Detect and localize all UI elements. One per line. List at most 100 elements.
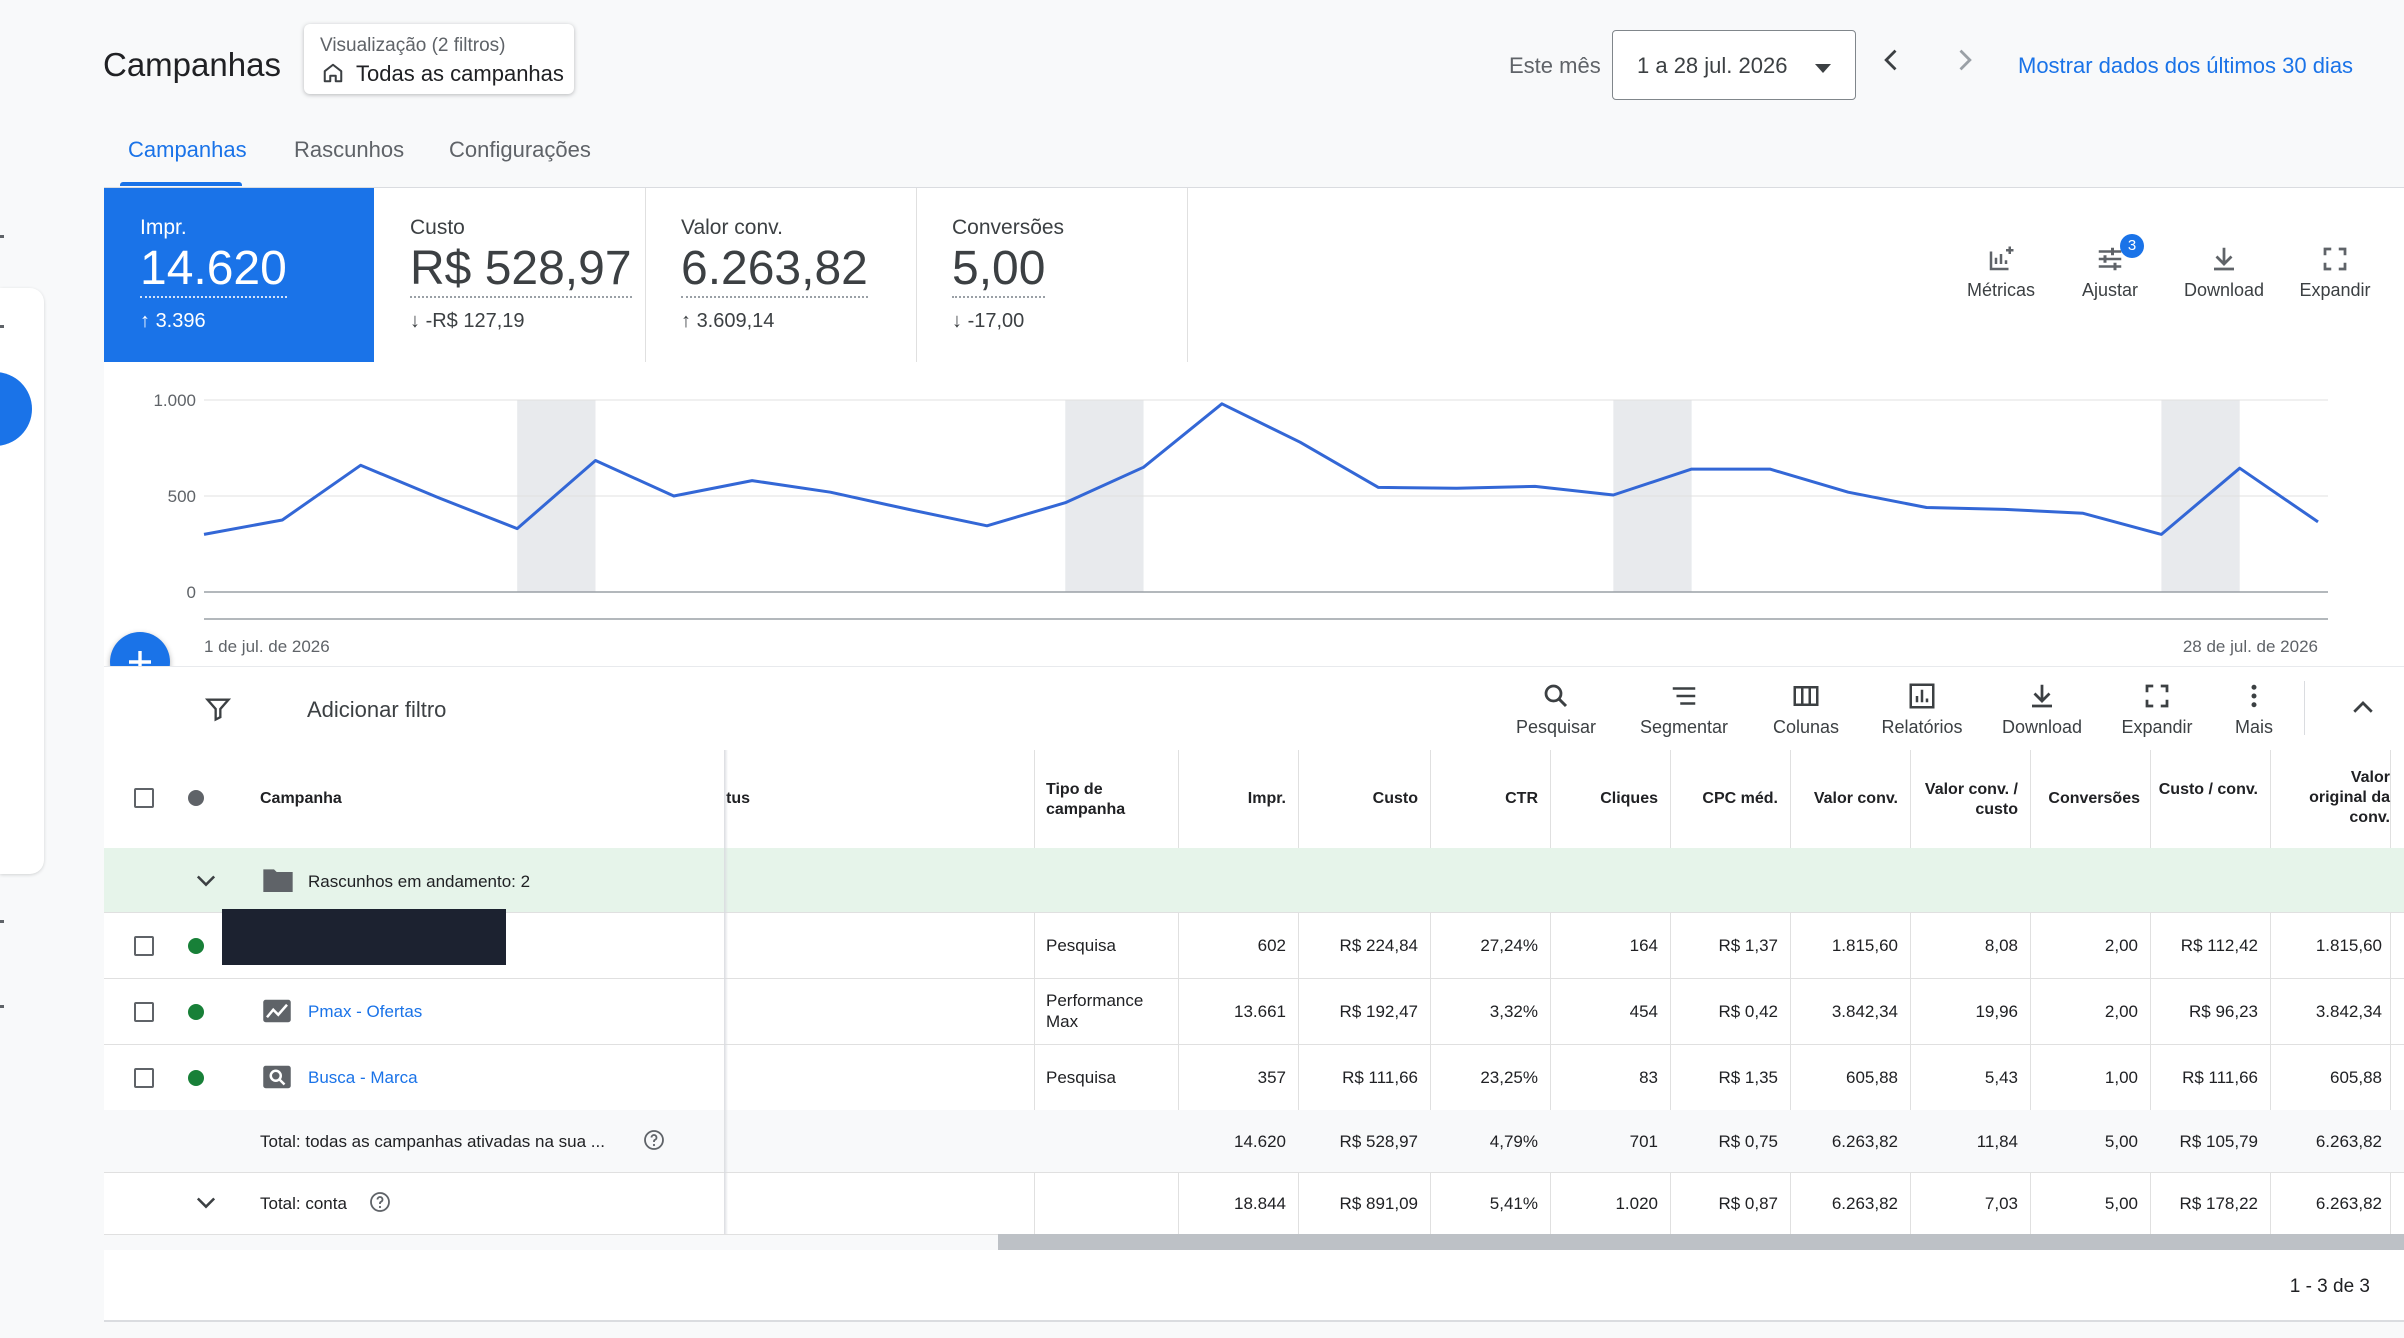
conversions-cell: 5,00 xyxy=(2104,1194,2138,1213)
metric-delta: ↓ -17,00 xyxy=(952,310,1024,333)
chevron-down-icon[interactable] xyxy=(192,866,220,899)
ctr-cell: 4,79% xyxy=(1489,1132,1538,1151)
next-period-button[interactable] xyxy=(1950,46,1978,79)
dropdown-arrow-icon xyxy=(1815,61,1831,79)
status-enabled-dot[interactable] xyxy=(188,938,204,954)
tab-campanhas[interactable]: Campanhas xyxy=(128,137,247,162)
column-divider xyxy=(2030,750,2031,1234)
column-divider xyxy=(1790,750,1791,1234)
adjust-button[interactable]: Ajustar 3 xyxy=(2070,234,2150,301)
horizontal-scrollbar[interactable] xyxy=(998,1234,2404,1250)
status-enabled-dot[interactable] xyxy=(188,1070,204,1086)
metric-value: 5,00 xyxy=(952,242,1046,298)
campaign-name-link[interactable]: Pmax - Ofertas xyxy=(308,1002,423,1021)
header-campaign[interactable]: Campanha xyxy=(260,790,342,807)
tune-icon xyxy=(2098,247,2122,271)
drafts-group-row[interactable]: Rascunhos em andamento: 2 xyxy=(104,848,2404,913)
column-divider xyxy=(1298,750,1299,1234)
select-all-checkbox[interactable] xyxy=(134,788,154,808)
date-range-picker[interactable]: 1 a 28 jul. 2026 xyxy=(1612,30,1856,100)
metric-name: Valor conv. xyxy=(681,216,783,239)
tab-configuracoes[interactable]: Configurações xyxy=(449,137,591,162)
table-download-button[interactable]: Download xyxy=(1992,681,2092,738)
metric-card-impressions[interactable]: Impr. 14.620 ↑ 3.396 xyxy=(104,188,374,362)
row-checkbox[interactable] xyxy=(134,936,154,956)
arrow-up-icon: ↑ xyxy=(681,310,697,332)
row-checkbox[interactable] xyxy=(134,1002,154,1022)
fullscreen-icon xyxy=(2145,684,2169,708)
clicks-cell: 164 xyxy=(1629,936,1658,955)
header-conv-value-per-cost[interactable]: Valor conv. / custo xyxy=(1910,780,2018,820)
header-impressions[interactable]: Impr. xyxy=(1247,790,1286,807)
clicks-cell: 701 xyxy=(1629,1132,1658,1151)
columns-button[interactable]: Colunas xyxy=(1766,681,1846,738)
toolbar-divider xyxy=(2304,681,2305,735)
rail-marker xyxy=(0,1005,4,1008)
header-cost-per-conv[interactable]: Custo / conv. xyxy=(2150,780,2258,800)
help-icon[interactable] xyxy=(642,1128,666,1157)
download-icon xyxy=(2214,247,2234,271)
tool-label: Expandir xyxy=(2121,717,2193,737)
row-checkbox[interactable] xyxy=(134,1068,154,1088)
add-filter-button[interactable]: Adicionar filtro xyxy=(307,697,447,722)
reports-button[interactable]: Relatórios xyxy=(1872,681,1972,738)
total-account-row: Total: conta 18.844 R$ 891,09 5,41% 1.02… xyxy=(104,1172,2404,1235)
metric-card-conversions[interactable]: Conversões 5,00 ↓ -17,00 xyxy=(916,188,1188,362)
date-range-value: 1 a 28 jul. 2026 xyxy=(1637,53,1788,78)
arrow-down-icon: ↓ xyxy=(952,310,968,332)
help-icon[interactable] xyxy=(368,1190,392,1219)
search-button[interactable]: Pesquisar xyxy=(1508,681,1604,738)
folder-icon xyxy=(262,866,294,899)
chevron-left-icon xyxy=(1884,49,1897,71)
metric-card-cost[interactable]: Custo R$ 528,97 ↓ -R$ 127,19 xyxy=(374,188,646,362)
show-last-30-days-link[interactable]: Mostrar dados dos últimos 30 dias xyxy=(2018,53,2354,78)
status-filter-dot[interactable] xyxy=(188,790,204,806)
total-active-label: Total: todas as campanhas ativadas na su… xyxy=(260,1132,605,1151)
collapse-chart-button[interactable] xyxy=(2348,693,2378,728)
campaign-name-link[interactable]: Busca - Marca xyxy=(308,1068,418,1087)
arrow-down-icon: ↓ xyxy=(410,310,426,332)
more-button[interactable]: Mais xyxy=(2224,681,2284,738)
date-preset-label: Este mês xyxy=(1509,53,1601,78)
cost-cell: R$ 111,66 xyxy=(1342,1068,1418,1087)
tool-label: Ajustar xyxy=(2081,280,2139,300)
cost-per-conv-cell: R$ 178,22 xyxy=(2179,1194,2258,1213)
ctr-cell: 5,41% xyxy=(1489,1194,1538,1213)
column-divider xyxy=(2390,750,2391,1234)
metric-card-conv-value[interactable]: Valor conv. 6.263,82 ↑ 3.609,14 xyxy=(645,188,917,362)
header-ctr[interactable]: CTR xyxy=(1505,790,1538,807)
home-icon xyxy=(322,62,344,89)
chevron-up-icon xyxy=(2353,701,2373,713)
header-original-conv-value[interactable]: Valor original da conv. xyxy=(2290,768,2390,828)
table-expand-button[interactable]: Expandir xyxy=(2110,681,2204,738)
header-clicks[interactable]: Cliques xyxy=(1600,790,1658,807)
metric-value: 14.620 xyxy=(140,242,287,298)
tab-rascunhos[interactable]: Rascunhos xyxy=(294,137,405,162)
header-status[interactable]: tus xyxy=(726,790,750,807)
tool-label: Relatórios xyxy=(1881,717,1963,737)
chevron-down-icon[interactable] xyxy=(192,1188,220,1221)
header-avg-cpc[interactable]: CPC méd. xyxy=(1702,790,1778,807)
view-selector[interactable]: Visualização (2 filtros) Todas as campan… xyxy=(304,24,574,94)
header-conversions[interactable]: Conversões xyxy=(2030,790,2140,808)
avg-cpc-cell: R$ 0,75 xyxy=(1718,1132,1778,1151)
status-enabled-dot[interactable] xyxy=(188,1004,204,1020)
column-divider xyxy=(1550,750,1551,1234)
original-conv-value-cell: 6.263,82 xyxy=(2315,1132,2382,1151)
download-button[interactable]: Download xyxy=(2174,244,2274,301)
conversions-cell: 1,00 xyxy=(2104,1068,2138,1087)
segment-button[interactable]: Segmentar xyxy=(1634,681,1734,738)
expand-button[interactable]: Expandir xyxy=(2290,244,2380,301)
header-campaign-type[interactable]: Tipo de campanha xyxy=(1046,781,1126,818)
conversions-cell: 2,00 xyxy=(2104,1002,2138,1021)
previous-period-button[interactable] xyxy=(1878,46,1906,79)
conv-value-per-cost-cell: 7,03 xyxy=(1984,1194,2018,1213)
header-cost[interactable]: Custo xyxy=(1372,790,1418,807)
header-cost-per-conv-label: Custo / conv. xyxy=(2158,781,2258,798)
line-chart: 1.000 500 0 1 de jul. de 2026 28 de jul. de … xyxy=(153,391,2328,656)
header-conv-value[interactable]: Valor conv. xyxy=(1813,790,1898,807)
metrics-button[interactable]: Métricas xyxy=(1956,244,2046,301)
metric-value: R$ 528,97 xyxy=(410,242,632,298)
filter-icon[interactable] xyxy=(204,695,232,728)
active-tab-indicator xyxy=(120,182,242,186)
